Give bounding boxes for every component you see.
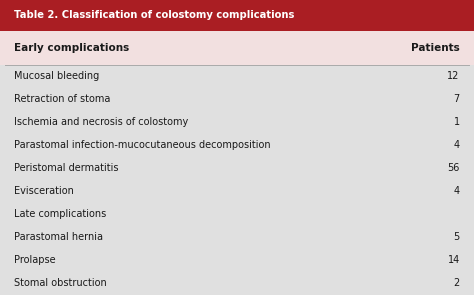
Text: Prolapse: Prolapse <box>14 255 56 266</box>
Text: Evisceration: Evisceration <box>14 186 74 196</box>
Bar <box>0 203 474 226</box>
Text: 4: 4 <box>454 140 460 150</box>
Text: 4: 4 <box>454 186 460 196</box>
Text: Patients: Patients <box>411 43 460 53</box>
Text: 5: 5 <box>454 232 460 242</box>
Text: 56: 56 <box>447 163 460 173</box>
Bar <box>0 249 474 272</box>
Bar <box>0 31 474 65</box>
Text: Late complications: Late complications <box>14 209 107 219</box>
Bar <box>0 65 474 88</box>
Text: Parastomal infection-mucocutaneous decomposition: Parastomal infection-mucocutaneous decom… <box>14 140 271 150</box>
Text: Table 2. Classification of colostomy complications: Table 2. Classification of colostomy com… <box>14 11 295 20</box>
Text: Retraction of stoma: Retraction of stoma <box>14 94 110 104</box>
Text: Mucosal bleeding: Mucosal bleeding <box>14 71 100 81</box>
Text: 2: 2 <box>454 278 460 289</box>
Text: Ischemia and necrosis of colostomy: Ischemia and necrosis of colostomy <box>14 117 189 127</box>
Bar <box>0 134 474 157</box>
Bar <box>0 157 474 180</box>
Text: 14: 14 <box>447 255 460 266</box>
Text: 12: 12 <box>447 71 460 81</box>
Text: 1: 1 <box>454 117 460 127</box>
Bar <box>0 88 474 111</box>
Text: Parastomal hernia: Parastomal hernia <box>14 232 103 242</box>
Text: Early complications: Early complications <box>14 43 129 53</box>
Bar <box>0 180 474 203</box>
Text: Peristomal dermatitis: Peristomal dermatitis <box>14 163 118 173</box>
Bar <box>0 111 474 134</box>
Bar <box>0 272 474 295</box>
Bar <box>0 0 474 31</box>
Text: 7: 7 <box>454 94 460 104</box>
Bar <box>0 226 474 249</box>
Text: Stomal obstruction: Stomal obstruction <box>14 278 107 289</box>
